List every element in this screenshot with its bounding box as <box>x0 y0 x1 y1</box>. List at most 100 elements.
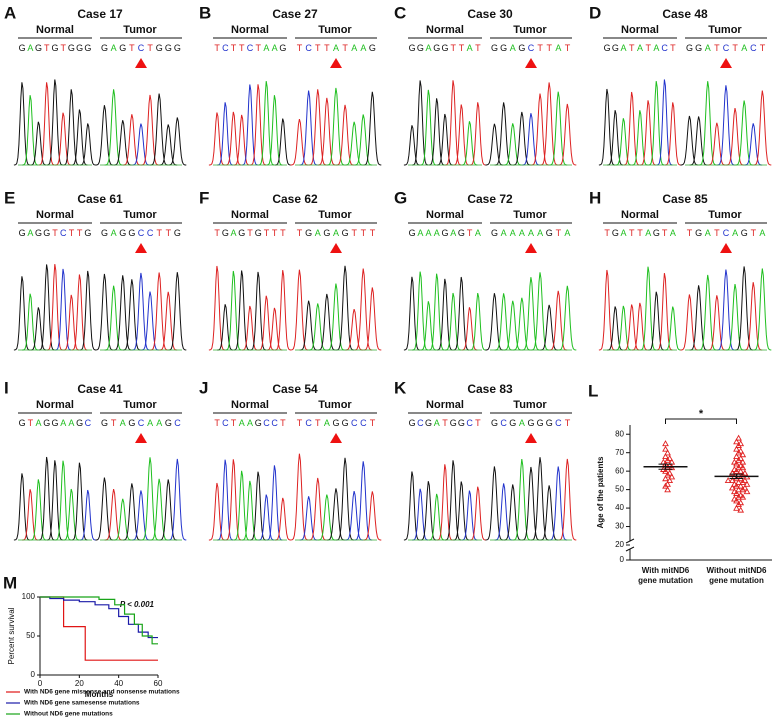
trace-peak <box>208 482 225 541</box>
significance-label: * <box>699 408 704 420</box>
trace-peak <box>290 118 309 166</box>
data-point <box>741 484 749 491</box>
data-point <box>741 477 749 484</box>
trace-peak <box>656 79 673 166</box>
trace-peak <box>461 490 478 541</box>
case-label: Case 83 <box>467 382 513 396</box>
case-label: Case 61 <box>77 192 123 206</box>
normal-label: Normal <box>231 209 269 221</box>
trace-peak <box>540 82 559 166</box>
trace-peak <box>707 122 726 166</box>
data-point <box>739 486 747 493</box>
trace-peak <box>131 490 150 541</box>
mutation-arrow <box>135 58 147 68</box>
trace-peak <box>623 304 640 351</box>
panel-letter: G <box>394 188 407 207</box>
data-point <box>739 493 747 500</box>
mutation-arrow <box>720 58 732 68</box>
trace-peak <box>549 466 568 541</box>
x-axis-label: Months <box>85 690 114 699</box>
x-tick-label: With mitND6 <box>642 566 690 575</box>
trace-peak <box>354 461 373 541</box>
trace-peak <box>726 107 745 166</box>
data-point <box>662 475 669 482</box>
tumor-label: Tumor <box>123 24 157 36</box>
trace-peak <box>753 268 772 351</box>
trace-peak <box>326 283 345 351</box>
panel-letter: D <box>589 3 601 22</box>
trace-peak <box>225 111 242 166</box>
survival-curve <box>40 596 158 639</box>
normal-label: Normal <box>36 209 74 221</box>
trace-peak <box>436 464 453 541</box>
trace-peak <box>354 268 373 351</box>
data-point <box>737 462 745 469</box>
data-point <box>666 469 674 476</box>
trace-peak <box>531 93 550 166</box>
trace-peak <box>241 84 258 166</box>
trace-peak <box>46 79 63 166</box>
trace-peak <box>113 120 132 166</box>
trace-peak <box>30 479 47 541</box>
trace-peak <box>753 90 772 166</box>
trace-peak <box>159 124 178 166</box>
y-tick-label: 70 <box>615 448 624 457</box>
trace-peak <box>521 466 540 541</box>
trace-peak <box>266 95 283 166</box>
trace-peak <box>631 110 648 166</box>
trace-peak <box>512 111 531 166</box>
trace-peak <box>63 488 80 541</box>
trace-peak <box>258 494 275 541</box>
trace-peak <box>680 294 699 351</box>
trace-peak <box>428 493 445 541</box>
case-label: Case 85 <box>662 192 708 206</box>
data-point <box>733 453 740 460</box>
trace-peak <box>168 117 187 166</box>
y-tick-label: 0 <box>31 670 36 679</box>
trace-peak <box>217 102 234 166</box>
trace-peak <box>308 303 327 351</box>
x-tick-label: gene mutation <box>638 576 693 585</box>
x-tick-label: gene mutation <box>709 576 764 585</box>
trace-peak <box>13 276 30 351</box>
trace-peak <box>13 82 30 166</box>
normal-label: Normal <box>36 24 74 36</box>
survival-curve <box>40 596 158 645</box>
case-label: Case 54 <box>272 382 318 396</box>
data-point <box>737 447 745 454</box>
trace-peak <box>104 89 123 166</box>
trace-peak <box>428 273 445 351</box>
data-point <box>733 445 740 452</box>
trace-peak <box>615 305 632 351</box>
data-point <box>733 460 740 467</box>
data-point <box>728 484 736 491</box>
x-tick-label: Without mitND6 <box>707 566 767 575</box>
tumor-label: Tumor <box>318 399 352 411</box>
trace-peak <box>648 81 665 166</box>
trace-peak <box>79 489 96 541</box>
trace-peak <box>290 269 309 351</box>
y-tick-label: 0 <box>620 555 625 564</box>
trace-peak <box>54 268 72 351</box>
data-point <box>731 465 738 472</box>
trace-peak <box>168 458 187 541</box>
data-point <box>662 445 669 452</box>
data-point <box>733 438 740 445</box>
trace-peak <box>22 489 39 541</box>
trace-peak <box>549 290 568 351</box>
case-label: Case 41 <box>77 382 123 396</box>
tumor-label: Tumor <box>318 209 352 221</box>
trace-peak <box>30 307 47 351</box>
trace-peak <box>485 293 504 351</box>
trace-peak <box>512 459 531 541</box>
trace-peak <box>113 498 132 541</box>
trace-peak <box>217 459 234 541</box>
trace-peak <box>445 292 462 351</box>
trace-peak <box>104 488 123 541</box>
